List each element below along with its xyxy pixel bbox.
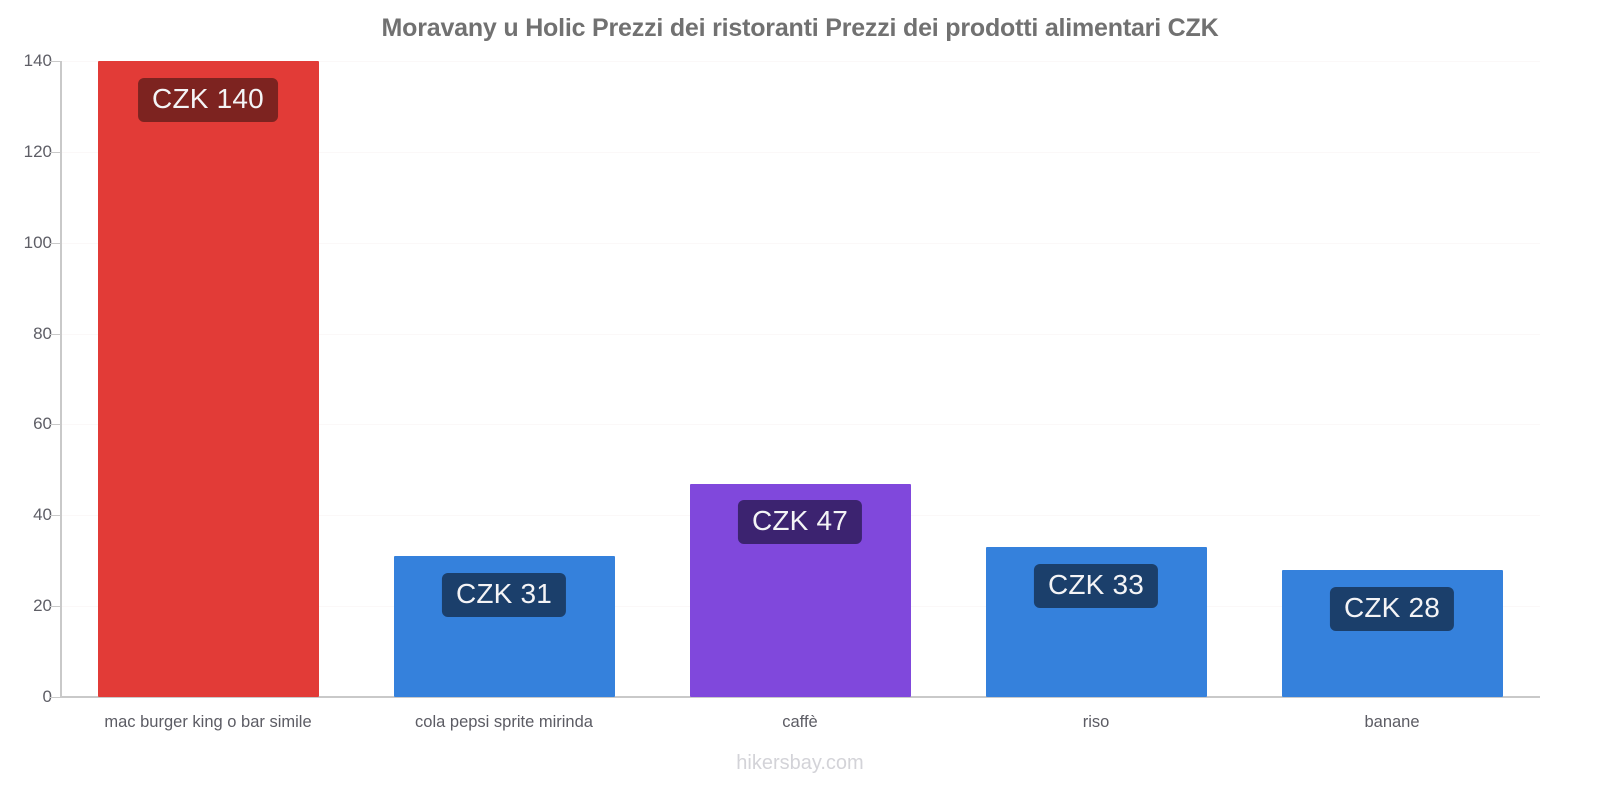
- watermark: hikersbay.com: [736, 752, 864, 774]
- y-axis-tick-label: 40: [33, 505, 52, 525]
- bar[interactable]: [97, 61, 319, 697]
- gridline: [60, 151, 1540, 153]
- y-axis-tick-mark: [50, 242, 60, 244]
- bar-value-label: CZK 31: [441, 573, 567, 618]
- x-axis-tick-label: banane: [1364, 713, 1420, 731]
- bars-container: [60, 61, 1540, 697]
- bar-value-label: CZK 47: [737, 500, 863, 545]
- x-axis-tick-label: riso: [1082, 713, 1110, 731]
- y-axis-tick-label: 140: [23, 51, 52, 70]
- x-axis-line: [60, 696, 1540, 698]
- gridline: [60, 424, 1540, 426]
- y-axis-tick-label: 20: [33, 596, 52, 616]
- page-title: Moravany u Holic Prezzi dei ristoranti P…: [381, 14, 1219, 42]
- y-axis-tick-mark: [50, 61, 60, 62]
- x-axis-tick-label: mac burger king o bar simile: [104, 713, 312, 731]
- y-axis-line: [60, 61, 62, 697]
- y-axis-tick-mark: [50, 424, 60, 426]
- y-axis-tick-mark: [50, 151, 60, 153]
- gridline: [60, 242, 1540, 244]
- y-axis-tick-mark: [50, 515, 60, 517]
- bar-value-label: CZK 33: [1033, 564, 1159, 609]
- x-axis-tick-label: cola pepsi sprite mirinda: [415, 713, 593, 731]
- y-axis-tick-label: 100: [23, 232, 52, 252]
- y-axis-tick-label: 0: [42, 687, 52, 706]
- y-axis-tick-mark: [50, 333, 60, 335]
- y-axis-tick-label: 120: [23, 141, 52, 161]
- y-axis-tick-label: 80: [33, 323, 52, 343]
- y-axis-tick-mark: [50, 697, 60, 698]
- bar-value-label: CZK 28: [1329, 586, 1455, 631]
- gridline: [60, 61, 1540, 62]
- gridline: [60, 333, 1540, 335]
- bar-value-label: CZK 140: [138, 78, 278, 122]
- y-axis-tick-mark: [50, 606, 60, 608]
- y-axis-tick-label: 60: [33, 414, 52, 434]
- x-axis-tick-label: caffè: [782, 713, 818, 731]
